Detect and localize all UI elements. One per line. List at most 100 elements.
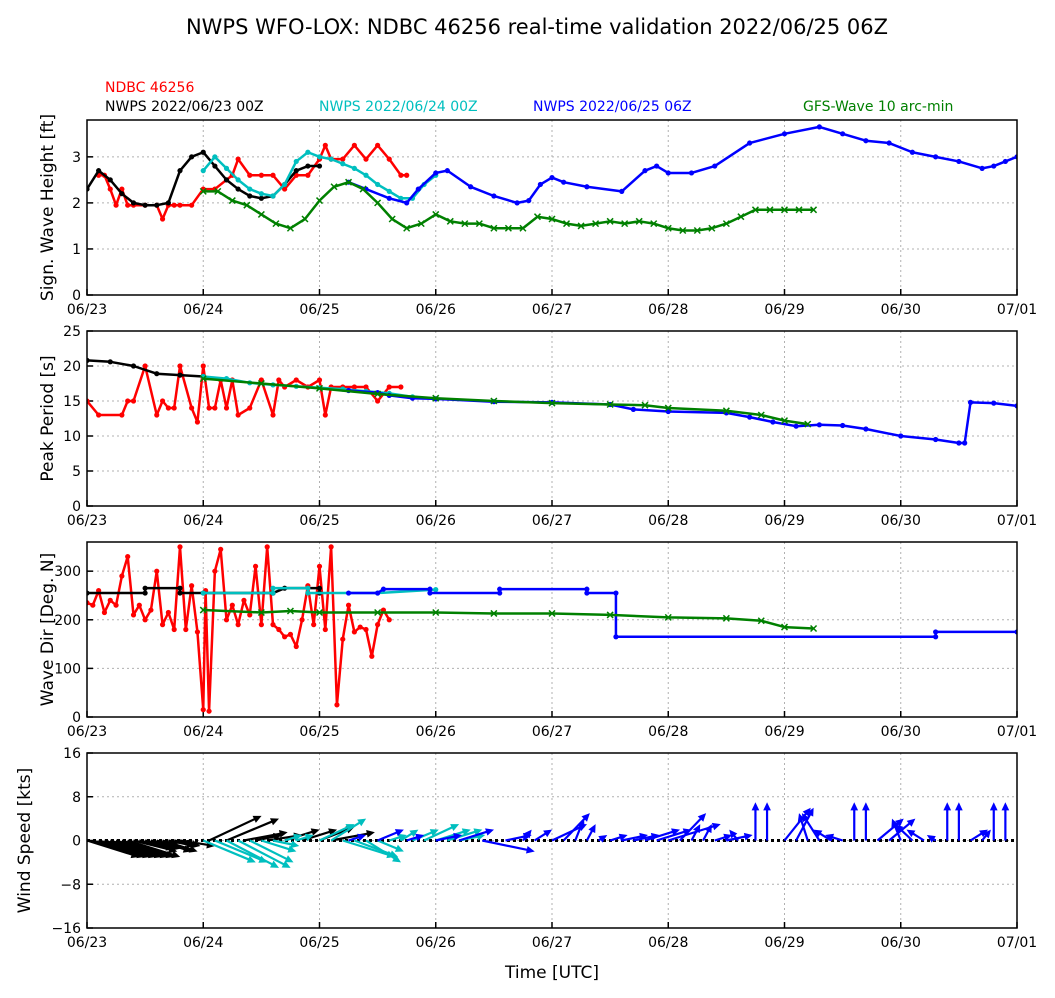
data-point-x <box>446 217 454 225</box>
data-point-x <box>272 220 280 228</box>
wind-arrow-head <box>246 855 256 863</box>
wind-arrow <box>330 818 367 842</box>
wind-arrow-head <box>697 813 707 822</box>
wind-arrow-head <box>450 824 460 832</box>
wind-arrow <box>406 833 425 842</box>
wind-arrow-head <box>473 828 483 836</box>
data-point <box>199 606 207 614</box>
data-point <box>293 168 299 174</box>
data-point <box>664 224 672 232</box>
data-point <box>351 142 357 148</box>
wind-arrow-head <box>278 830 288 838</box>
wind-arrow <box>981 829 991 842</box>
wind-arrow-shaft <box>249 839 289 861</box>
x-tick-label: 06/28 <box>648 513 688 529</box>
wind-arrow <box>458 828 494 842</box>
data-point <box>398 172 404 178</box>
wind-arrow-shaft <box>505 835 527 842</box>
x-tick-label: 06/26 <box>416 935 456 951</box>
x-tick-label: 06/30 <box>881 935 921 951</box>
data-point <box>159 398 166 404</box>
wind-arrow-shaft <box>533 831 548 842</box>
wind-arrow-head <box>392 854 401 863</box>
x-tick-label: 06/27 <box>532 302 572 318</box>
wind-arrow-head <box>290 840 300 849</box>
data-point <box>398 195 404 201</box>
data-point-x <box>214 187 222 195</box>
data-point <box>504 224 512 232</box>
data-point-x <box>751 206 759 214</box>
data-point <box>374 608 382 617</box>
data-point <box>933 436 939 443</box>
wind-arrow-head <box>723 833 733 842</box>
data-point <box>165 609 171 616</box>
wind-arrow <box>1016 836 1017 841</box>
data-point <box>305 172 311 178</box>
data-point <box>316 585 323 591</box>
plot-area <box>87 124 1017 235</box>
plot-area <box>87 802 1017 868</box>
y-tick-label: 25 <box>63 324 81 340</box>
data-point-x <box>722 407 730 415</box>
plot-area <box>87 544 1017 714</box>
wind-arrow <box>237 839 291 868</box>
data-point-x <box>766 206 774 214</box>
data-point <box>363 626 369 633</box>
data-point-x <box>635 217 643 225</box>
data-point-x <box>315 197 324 205</box>
y-axis-label: Wave Dir [Deg. N] <box>38 553 58 706</box>
data-point <box>125 202 131 208</box>
data-point <box>417 220 425 228</box>
data-point <box>863 138 869 144</box>
data-point-x <box>548 609 556 617</box>
data-point <box>293 377 299 383</box>
wind-arrow-shaft <box>330 820 362 842</box>
x-tick-label: 06/24 <box>183 724 223 740</box>
wind-arrow-head <box>284 855 294 863</box>
wind-arrow-head <box>415 833 425 842</box>
data-point <box>276 626 282 633</box>
data-point <box>340 156 346 162</box>
data-point <box>200 707 206 713</box>
data-point <box>142 617 148 623</box>
data-point-x <box>577 222 585 230</box>
x-tick-label: 06/26 <box>416 513 456 529</box>
data-point <box>223 165 230 171</box>
wind-arrow-shaft <box>458 830 489 842</box>
x-tick-label: 06/23 <box>67 935 107 951</box>
data-point <box>770 419 776 425</box>
legend-nwps-0623: NWPS 2022/06/23 00Z <box>105 99 264 115</box>
data-point <box>235 622 241 628</box>
data-point <box>404 172 410 178</box>
wind-arrow-head <box>485 828 494 836</box>
data-point <box>584 586 590 592</box>
data-point-x <box>708 224 716 232</box>
wind-arrow-head <box>581 813 590 822</box>
data-point <box>641 401 649 409</box>
data-point <box>154 568 160 574</box>
data-point-x <box>737 213 745 221</box>
wind-arrow <box>574 818 585 841</box>
data-point <box>533 213 541 221</box>
wind-arrow-shaft <box>202 839 251 862</box>
wind-arrow-head <box>906 829 916 838</box>
data-point-x <box>301 215 309 223</box>
data-point <box>780 623 789 631</box>
data-point-x <box>519 224 527 232</box>
data-point <box>247 186 253 192</box>
data-point <box>305 590 311 596</box>
data-point <box>751 206 759 214</box>
figure-title: NWPS WFO-LOX: NDBC 46256 real-time valid… <box>186 15 888 39</box>
data-point <box>212 405 218 411</box>
data-point <box>194 419 201 425</box>
data-point <box>991 400 997 406</box>
wind-arrow <box>955 802 963 841</box>
wind-arrow-shaft <box>969 831 984 842</box>
wind-arrow <box>609 833 628 842</box>
wind-arrow-shaft <box>226 819 274 842</box>
wind-arrow-head <box>429 829 439 837</box>
data-point <box>293 643 299 650</box>
wind-arrow-head <box>523 829 532 839</box>
data-point-x <box>490 609 498 617</box>
